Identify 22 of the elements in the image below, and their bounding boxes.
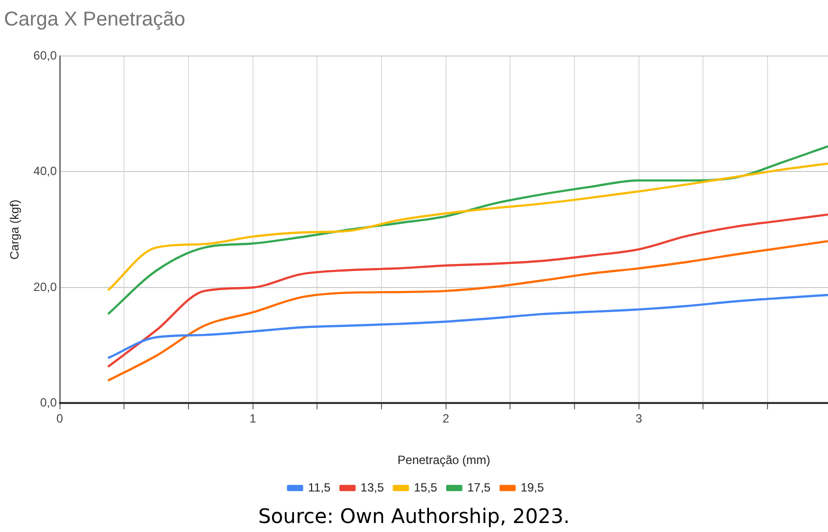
chart-title: Carga X Penetração — [4, 8, 186, 31]
line-series — [106, 240, 828, 382]
x-tick-label: 0 — [56, 412, 64, 426]
line-series — [106, 162, 828, 292]
y-axis-title: Carga (kgf) — [8, 200, 22, 260]
x-tick-label: 3 — [635, 412, 642, 426]
legend-label: 19,5 — [520, 480, 544, 494]
y-tick-label: 0,0 — [40, 396, 58, 410]
x-axis-title: Penetração (mm) — [398, 453, 490, 468]
source-note: Source: Own Authorship, 2023. — [258, 504, 570, 528]
y-tick-label: 60,0 — [33, 48, 58, 62]
x-tick-label: 1 — [249, 412, 256, 426]
line-series — [106, 213, 828, 368]
legend-label: 13,5 — [360, 480, 384, 494]
legend-label: 17,5 — [467, 480, 491, 494]
y-tick-label: 40,0 — [33, 164, 58, 178]
line-series — [106, 294, 828, 360]
legend-label: 15,5 — [414, 480, 438, 494]
line-series — [106, 145, 828, 316]
x-tick-label: 2 — [442, 412, 450, 426]
legend-label: 11,5 — [308, 480, 331, 494]
y-tick-label: 20,0 — [33, 280, 58, 294]
